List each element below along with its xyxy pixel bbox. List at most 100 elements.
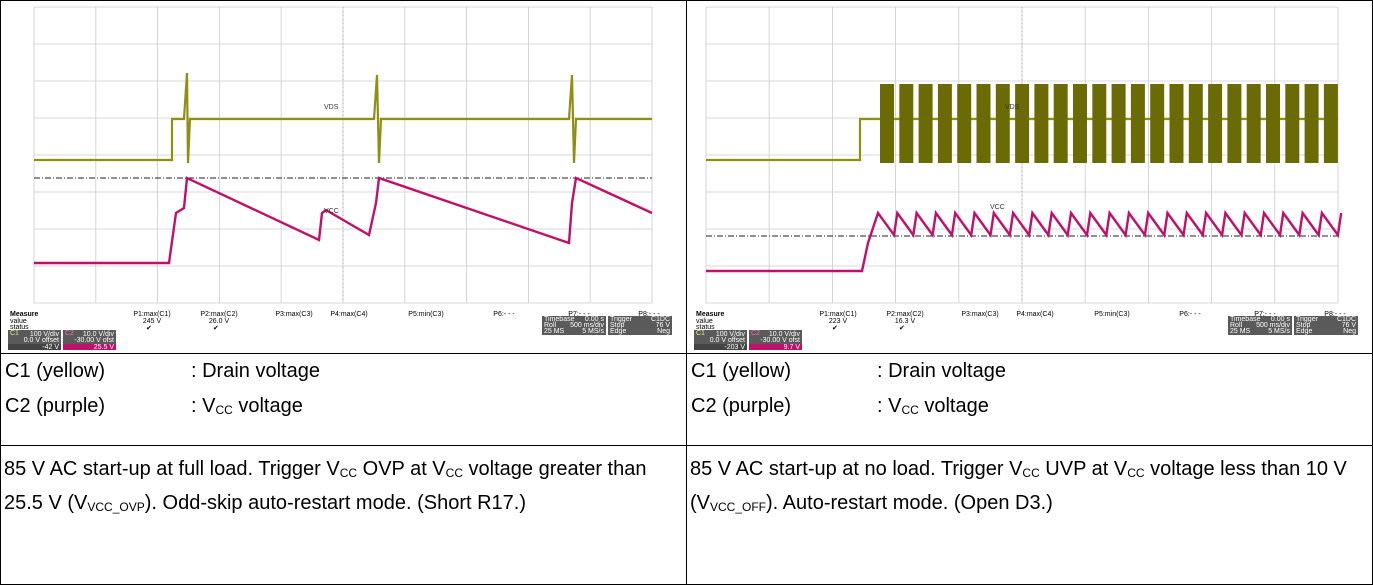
measure-row: value <box>10 318 27 325</box>
channel-id: C2 <box>65 330 74 337</box>
legend-desc: : VCC voltage <box>877 395 989 418</box>
subscript: CC <box>445 466 463 480</box>
subscript: CC <box>1022 466 1040 480</box>
timebase-text: 500 ms/div <box>1256 322 1290 329</box>
text: : V <box>877 395 902 417</box>
channel-reading-bg <box>694 344 747 350</box>
param-name: P5:min(C3) <box>1094 311 1129 318</box>
subscript: VCC_OVP <box>87 500 145 514</box>
text: : Drain voltage <box>877 360 1006 382</box>
trigger-text: 76 V <box>1342 322 1357 329</box>
text: voltage <box>232 395 303 417</box>
param-name: P7:- - - <box>1254 311 1276 318</box>
channel-offset: 0.0 V offset <box>24 337 59 344</box>
channel-reading: 25.5 V <box>94 344 115 351</box>
switching-burst <box>1092 84 1107 163</box>
scope-cell: VDS VCC Measure value status P1:max(C1) 223 V ✔… <box>686 0 1373 354</box>
legend-name: C1 (yellow) <box>691 360 792 382</box>
channel-reading-bg <box>749 344 802 350</box>
trace-label: VDS <box>1005 104 1020 111</box>
param-name: P1:max(C1) <box>133 311 170 318</box>
timebase-text: 25 MS <box>1230 328 1251 335</box>
switching-burst <box>1130 84 1145 163</box>
timebase-text: Roll <box>1230 322 1243 329</box>
switching-burst <box>1053 84 1068 163</box>
param-name: P7:- - - <box>568 311 590 318</box>
legend-name: C2 (purple) <box>691 395 792 417</box>
channel-reading: 9.7 V <box>784 344 801 351</box>
param-value: 26.0 V <box>209 318 230 325</box>
switching-burst <box>957 84 972 163</box>
switching-burst <box>1208 84 1223 163</box>
timebase-text: Roll <box>544 322 557 329</box>
text: : V <box>191 395 216 417</box>
legend-line: C2 (purple) : VCC voltage <box>5 395 303 418</box>
timebase-text: 5 MS/s <box>582 328 604 335</box>
channel-id: C2 <box>751 330 760 337</box>
timebase-text: 5 MS/s <box>1268 328 1290 335</box>
param-name: P3:max(C3) <box>961 311 998 318</box>
switching-burst <box>1150 84 1165 163</box>
trigger-text: Edge <box>610 328 626 335</box>
timebase-box <box>542 316 606 335</box>
caption-cell: 85 V AC start-up at full load. Trigger V… <box>0 445 687 585</box>
switching-burst <box>1304 84 1319 163</box>
legend-cell: C1 (yellow): Drain voltage C2 (purple) : V… <box>0 353 687 446</box>
legend-line: C1 (yellow) : Drain voltage <box>691 360 1006 383</box>
timebase-text: 0.00 s <box>1271 316 1291 323</box>
timebase-text: 500 ms/div <box>570 322 604 329</box>
legend-name: C2 (purple) <box>5 395 106 417</box>
param-value: 223 V <box>829 318 848 325</box>
vds-trace <box>34 72 652 164</box>
param-name: P6:- - - <box>493 311 515 318</box>
param-name: P3:max(C3) <box>275 311 312 318</box>
param-name: P8:- - - <box>638 311 660 318</box>
text: voltage less than 10 V (V <box>690 458 1347 514</box>
switching-burst <box>880 84 894 163</box>
param-name: P8:- - - <box>1324 311 1346 318</box>
param-status: ✔ <box>832 325 838 332</box>
switching-burst <box>1323 84 1338 163</box>
timebase-text: Timebase <box>1230 316 1261 323</box>
legend-line: C1 (yellow): Drain voltage <box>5 360 320 383</box>
switching-burst <box>1266 84 1280 163</box>
trigger-text: Trigger <box>1296 316 1319 323</box>
subscript: VCC_OFF <box>710 500 767 514</box>
trace-label: VCC <box>990 204 1005 211</box>
param-name: P6:- - - <box>1179 311 1201 318</box>
channel-id: C1 <box>10 330 19 337</box>
legend-name: C1 (yellow) <box>5 360 106 382</box>
param-value: 245 V <box>143 318 162 325</box>
text: 85 V AC start-up at full load. Trigger V <box>4 458 340 480</box>
trigger-text: Edge <box>1296 328 1312 335</box>
trigger-text: Stop <box>1296 322 1311 329</box>
legend-desc: : VCC voltage <box>191 395 303 418</box>
timebase-box <box>1228 316 1292 335</box>
trigger-text: Stop <box>610 322 625 329</box>
param-name: P1:max(C1) <box>819 311 856 318</box>
trigger-box <box>1294 316 1358 335</box>
switching-burst <box>899 84 914 163</box>
vcc-trace <box>34 176 653 265</box>
timebase-text: 25 MS <box>544 328 565 335</box>
subscript: CC <box>901 403 919 417</box>
trigger-text: Trigger <box>610 316 633 323</box>
switching-burst <box>1034 84 1049 163</box>
trigger-text: 76 V <box>656 322 671 329</box>
switching-burst <box>976 84 991 163</box>
screen-bg <box>690 3 1368 351</box>
measure-row: status <box>696 324 715 331</box>
measure-title: Measure <box>10 311 39 318</box>
legend-cell: C1 (yellow) : Drain voltage C2 (purple) : V… <box>686 353 1373 446</box>
caption: 85 V AC start-up at full load. Trigger V… <box>4 452 678 520</box>
channel-reading: -42 V <box>42 344 59 351</box>
param-status: ✔ <box>899 325 905 332</box>
channel-scale: 10.0 V/div <box>769 331 801 338</box>
channel-reading-bg <box>8 344 61 350</box>
switching-burst <box>1188 84 1203 163</box>
channel-scale: 100 V/div <box>716 331 746 338</box>
measure-row: status <box>10 324 29 331</box>
param-value: 16.3 V <box>895 318 916 325</box>
channel-reading-bg <box>63 344 116 350</box>
